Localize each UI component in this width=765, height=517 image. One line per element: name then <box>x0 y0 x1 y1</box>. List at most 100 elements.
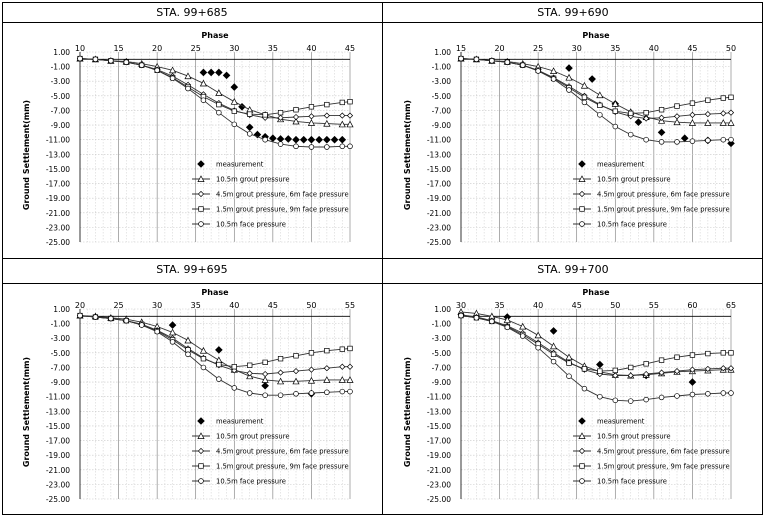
data-point <box>92 56 99 63</box>
y-tick-label: -23.00 <box>427 480 451 489</box>
legend-marker <box>197 175 205 182</box>
x-tick-label: 40 <box>533 301 543 310</box>
data-point <box>168 328 177 336</box>
data-point <box>347 143 353 150</box>
x-tick-label: 25 <box>113 301 123 310</box>
y-tick-label: -7.00 <box>432 363 452 372</box>
data-point <box>261 381 269 390</box>
data-point <box>339 143 346 150</box>
data-point <box>705 97 711 103</box>
data-point <box>566 373 572 379</box>
legend-label: measurement <box>216 418 264 426</box>
legend-marker <box>197 417 205 425</box>
y-tick-label: -13.00 <box>46 150 70 159</box>
y-tick-label: -11.00 <box>427 136 451 145</box>
x-tick-label: 35 <box>268 44 278 53</box>
series-line <box>79 315 351 368</box>
x-tick-label: 45 <box>687 44 697 53</box>
data-point <box>727 119 735 126</box>
x-tick-label: 30 <box>456 301 466 310</box>
legend-label: 10.5m grout pressure <box>597 433 671 441</box>
series-line <box>460 315 731 402</box>
data-point <box>612 372 619 379</box>
x-tick-label: 30 <box>572 44 582 53</box>
data-point <box>658 114 665 121</box>
data-point <box>339 363 346 370</box>
x-tick-label: 35 <box>494 301 504 310</box>
y-tick-label: -15.00 <box>46 422 70 431</box>
data-point <box>338 135 347 144</box>
data-point <box>154 67 160 74</box>
data-point <box>720 136 727 143</box>
series-line <box>460 311 731 376</box>
y-tick-label: -17.00 <box>427 180 451 189</box>
y-axis-label: Ground Settlement(mm) <box>22 100 31 210</box>
legend-label: 10.5m grout pressure <box>216 176 290 184</box>
y-tick-label: -1.00 <box>51 63 71 72</box>
data-point <box>565 353 573 361</box>
data-point <box>658 369 665 376</box>
data-point <box>199 68 208 77</box>
y-tick-label: -19.00 <box>427 451 451 460</box>
series-10-5m-face-pressure <box>77 312 353 398</box>
data-point <box>346 376 354 383</box>
y-tick-label: -19.00 <box>427 194 451 203</box>
data-point <box>674 139 680 145</box>
data-point <box>308 390 315 396</box>
data-point <box>246 131 253 137</box>
legend-marker <box>197 160 205 168</box>
data-point <box>277 392 284 398</box>
data-point <box>658 394 665 401</box>
legend-label: 1.5m grout pressure, 9m face pressure <box>216 206 349 214</box>
series-measurement <box>168 321 316 398</box>
data-point <box>184 336 192 344</box>
y-tick-label: -25.00 <box>46 495 70 504</box>
data-point <box>262 136 268 143</box>
chart-panel-sta-99-685: STA. 99+685 Phase 10 15 20 25 30 35 40 45 1.00 -1.0… <box>2 2 382 258</box>
data-point <box>612 367 618 374</box>
y-tick-label: -3.00 <box>51 334 71 343</box>
legend-marker <box>579 478 585 484</box>
data-point <box>643 370 650 378</box>
series-10-5m-face-pressure <box>458 55 734 145</box>
data-point <box>597 112 603 118</box>
y-tick-label: -19.00 <box>46 451 70 460</box>
legend-marker <box>578 447 586 455</box>
y-tick-label: -21.00 <box>427 209 451 218</box>
chart-svg: STA. 99+690 Phase 15 20 25 30 35 40 45 50 1.00 -1.0… <box>403 6 736 247</box>
data-point <box>324 144 330 150</box>
y-tick-label: -9.00 <box>432 378 452 387</box>
data-point <box>611 100 619 107</box>
legend-label: 10.5m face pressure <box>597 478 667 486</box>
data-point <box>292 135 300 144</box>
data-point <box>277 369 284 376</box>
legend-marker <box>578 432 586 439</box>
legend-label: 10.5m face pressure <box>216 221 286 229</box>
data-point <box>674 354 680 360</box>
data-point <box>185 347 191 353</box>
series-1-5m-grout-pressure-9m-face-pressure <box>458 312 734 374</box>
data-point <box>277 141 284 147</box>
data-point <box>154 328 160 335</box>
legend-marker <box>579 206 585 212</box>
data-point <box>597 393 603 400</box>
y-tick-label: -21.00 <box>427 466 451 475</box>
data-point <box>293 143 299 150</box>
data-point <box>535 68 541 74</box>
legend: measurement 10.5m grout pressure 4.5m grou… <box>192 160 349 229</box>
legend-marker <box>578 175 586 182</box>
data-point <box>705 350 711 357</box>
data-point <box>643 115 650 122</box>
series-line <box>460 58 732 119</box>
y-tick-label: -13.00 <box>427 407 451 416</box>
data-point <box>293 391 299 397</box>
data-point <box>308 350 315 356</box>
data-point <box>473 315 480 321</box>
data-point <box>77 312 83 319</box>
data-point <box>704 119 712 126</box>
data-point <box>277 356 284 362</box>
data-point <box>458 312 464 319</box>
data-point <box>339 112 346 119</box>
data-point <box>535 344 541 351</box>
y-tick-label: -25.00 <box>427 495 451 504</box>
